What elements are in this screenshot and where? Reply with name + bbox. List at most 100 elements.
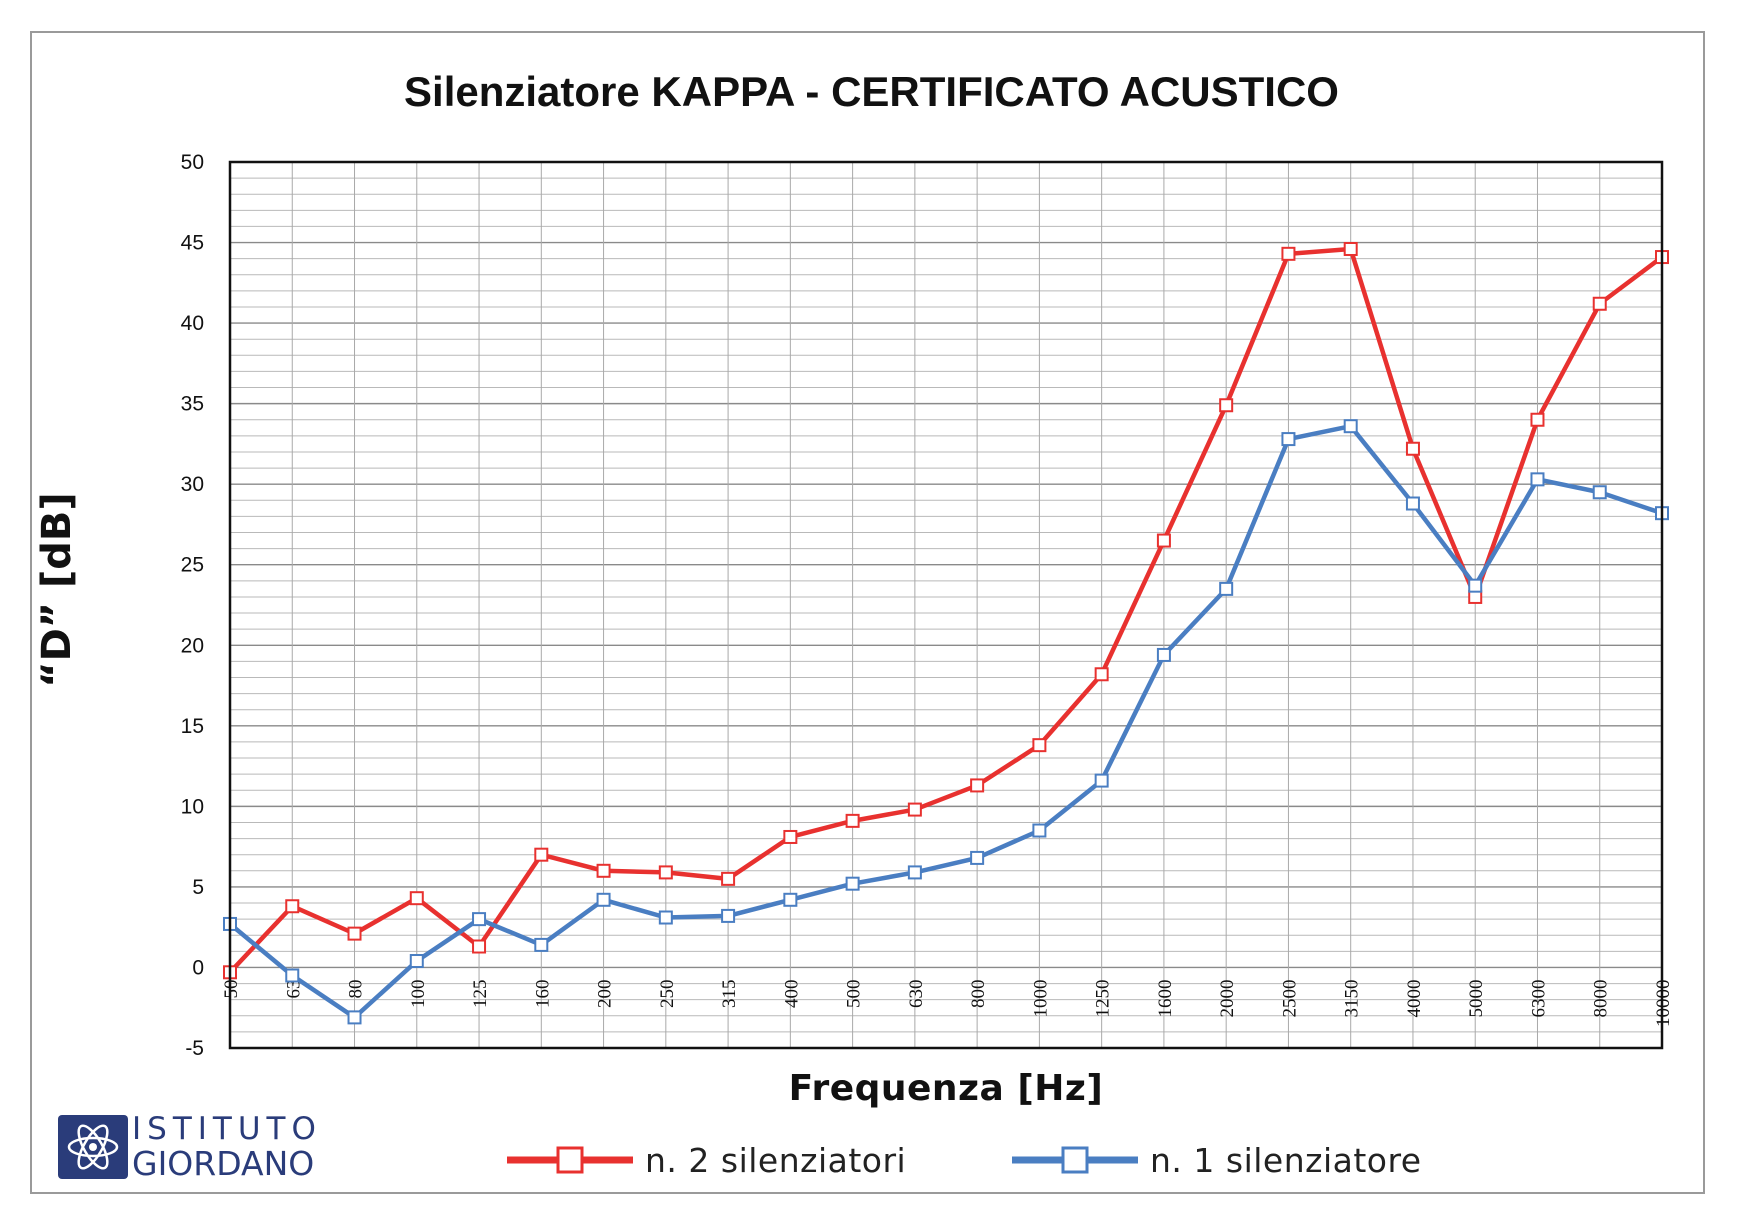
- x-tick-label: 200: [595, 979, 616, 1008]
- x-tick-label: 5000: [1466, 979, 1487, 1017]
- data-point-series-2: [1530, 472, 1545, 487]
- x-tick-label: 3150: [1342, 979, 1363, 1017]
- series-line-2: [228, 423, 1663, 1020]
- data-point-series-2: [1156, 647, 1171, 662]
- data-point-series-1: [1592, 296, 1607, 311]
- y-tick-label: 15: [181, 715, 204, 738]
- data-point-series-2: [1592, 485, 1607, 500]
- x-tick-label: 6300: [1528, 979, 1549, 1017]
- data-point-series-2: [1468, 578, 1483, 593]
- x-tick-label: 10000: [1653, 979, 1674, 1027]
- data-point-series-1: [1343, 241, 1358, 256]
- legend-item-series-1: n. 2 silenziatori: [505, 1138, 906, 1182]
- data-point-series-2: [970, 850, 985, 865]
- data-point-series-2: [409, 954, 424, 969]
- data-point-series-2: [1094, 773, 1109, 788]
- data-point-series-1: [1405, 441, 1420, 456]
- data-point-series-1: [721, 871, 736, 886]
- data-point-series-1: [409, 891, 424, 906]
- x-axis-label: Frequenza [Hz]: [788, 1068, 1104, 1109]
- x-tick-label: 1250: [1093, 979, 1114, 1017]
- y-tick-label: 45: [181, 232, 204, 255]
- data-point-series-1: [596, 863, 611, 878]
- data-point-series-2: [721, 908, 736, 923]
- grid-lines: [229, 161, 1663, 1049]
- x-tick-label: 2500: [1279, 979, 1300, 1017]
- y-tick-label: 5: [192, 876, 204, 899]
- x-tick-label: 4000: [1404, 979, 1425, 1017]
- x-tick-label: 80: [346, 979, 367, 998]
- y-tick-label: -5: [185, 1037, 204, 1060]
- data-point-series-2: [1032, 823, 1047, 838]
- series-1: [223, 241, 1669, 980]
- y-tick-label: 10: [181, 795, 204, 818]
- data-point-series-2: [845, 876, 860, 891]
- x-tick-label: 400: [781, 979, 802, 1008]
- data-point-series-1: [285, 899, 300, 914]
- data-point-series-2: [534, 937, 549, 952]
- data-point-series-1: [1094, 667, 1109, 682]
- x-tick-label: 160: [532, 979, 553, 1008]
- x-tick-label: 125: [470, 979, 491, 1008]
- data-point-series-2: [285, 968, 300, 983]
- data-point-series-2: [1405, 496, 1420, 511]
- x-tick-label: 250: [657, 979, 678, 1008]
- x-tick-label: 2000: [1217, 979, 1238, 1017]
- x-tick-label: 500: [844, 979, 865, 1008]
- data-point-series-1: [845, 813, 860, 828]
- data-point-series-1: [472, 939, 487, 954]
- data-point-series-2: [347, 1010, 362, 1025]
- y-tick-label: 35: [181, 393, 204, 416]
- x-tick-label: 63: [283, 979, 304, 998]
- x-tick-label: 630: [906, 979, 927, 1008]
- series-2: [223, 419, 1669, 1025]
- data-point-series-1: [1530, 412, 1545, 427]
- data-point-series-1: [1468, 589, 1483, 604]
- chart-title: Silenziatore KAPPA - CERTIFICATO ACUSTIC…: [404, 68, 1339, 115]
- x-tick-label: 800: [968, 979, 989, 1008]
- x-tick-label: 50: [221, 979, 242, 998]
- data-point-series-2: [783, 892, 798, 907]
- y-tick-label: 40: [181, 312, 204, 335]
- logo-line-istituto: ISTITUTO: [132, 1111, 322, 1147]
- x-tick-labels: 50 63 80 100 125 160 200 250 315 400 500 630 800 1000…: [221, 979, 1674, 1027]
- series-lines: [223, 241, 1669, 1025]
- logo-line-giordano: GIORDANO: [132, 1144, 315, 1183]
- x-tick-label: 100: [408, 979, 429, 1008]
- y-tick-labels: -5 0 5 10 15 20 25 30 35 40 45 50: [181, 151, 204, 1060]
- legend-swatch-series-1: [507, 1146, 633, 1174]
- y-tick-label: 25: [181, 554, 204, 577]
- legend-item-series-2: n. 1 silenziatore: [1010, 1138, 1422, 1182]
- y-tick-label: 30: [181, 473, 204, 496]
- y-tick-label: 0: [192, 956, 204, 979]
- data-point-series-1: [1156, 533, 1171, 548]
- legend-swatch-series-2: [1012, 1146, 1138, 1174]
- data-point-series-2: [1219, 581, 1234, 596]
- atom-logo-icon: [58, 1115, 128, 1179]
- data-point-series-1: [907, 802, 922, 817]
- x-tick-label: 1000: [1030, 979, 1051, 1017]
- istituto-giordano-logo: ISTITUTO GIORDANO: [58, 1112, 322, 1182]
- data-point-series-1: [1281, 246, 1296, 261]
- x-tick-label: 1600: [1155, 979, 1176, 1017]
- data-point-series-1: [783, 829, 798, 844]
- y-tick-label: 50: [181, 151, 204, 174]
- data-point-series-1: [1219, 398, 1234, 413]
- data-point-series-1: [970, 778, 985, 793]
- data-point-series-1: [1032, 738, 1047, 753]
- data-point-series-1: [534, 847, 549, 862]
- x-tick-label: 8000: [1591, 979, 1612, 1017]
- series-line-1: [228, 246, 1664, 974]
- y-tick-label: 20: [181, 634, 204, 657]
- data-point-series-2: [907, 865, 922, 880]
- data-point-series-2: [472, 912, 487, 927]
- data-point-series-2: [596, 892, 611, 907]
- data-point-series-2: [1343, 419, 1358, 434]
- y-axis-label: “D” [dB]: [34, 492, 80, 688]
- x-tick-label: 315: [719, 979, 740, 1008]
- data-point-series-1: [347, 926, 362, 941]
- data-point-series-2: [1281, 432, 1296, 447]
- legend-label-series-1: n. 2 silenziatori: [645, 1140, 907, 1180]
- data-point-series-2: [658, 910, 673, 925]
